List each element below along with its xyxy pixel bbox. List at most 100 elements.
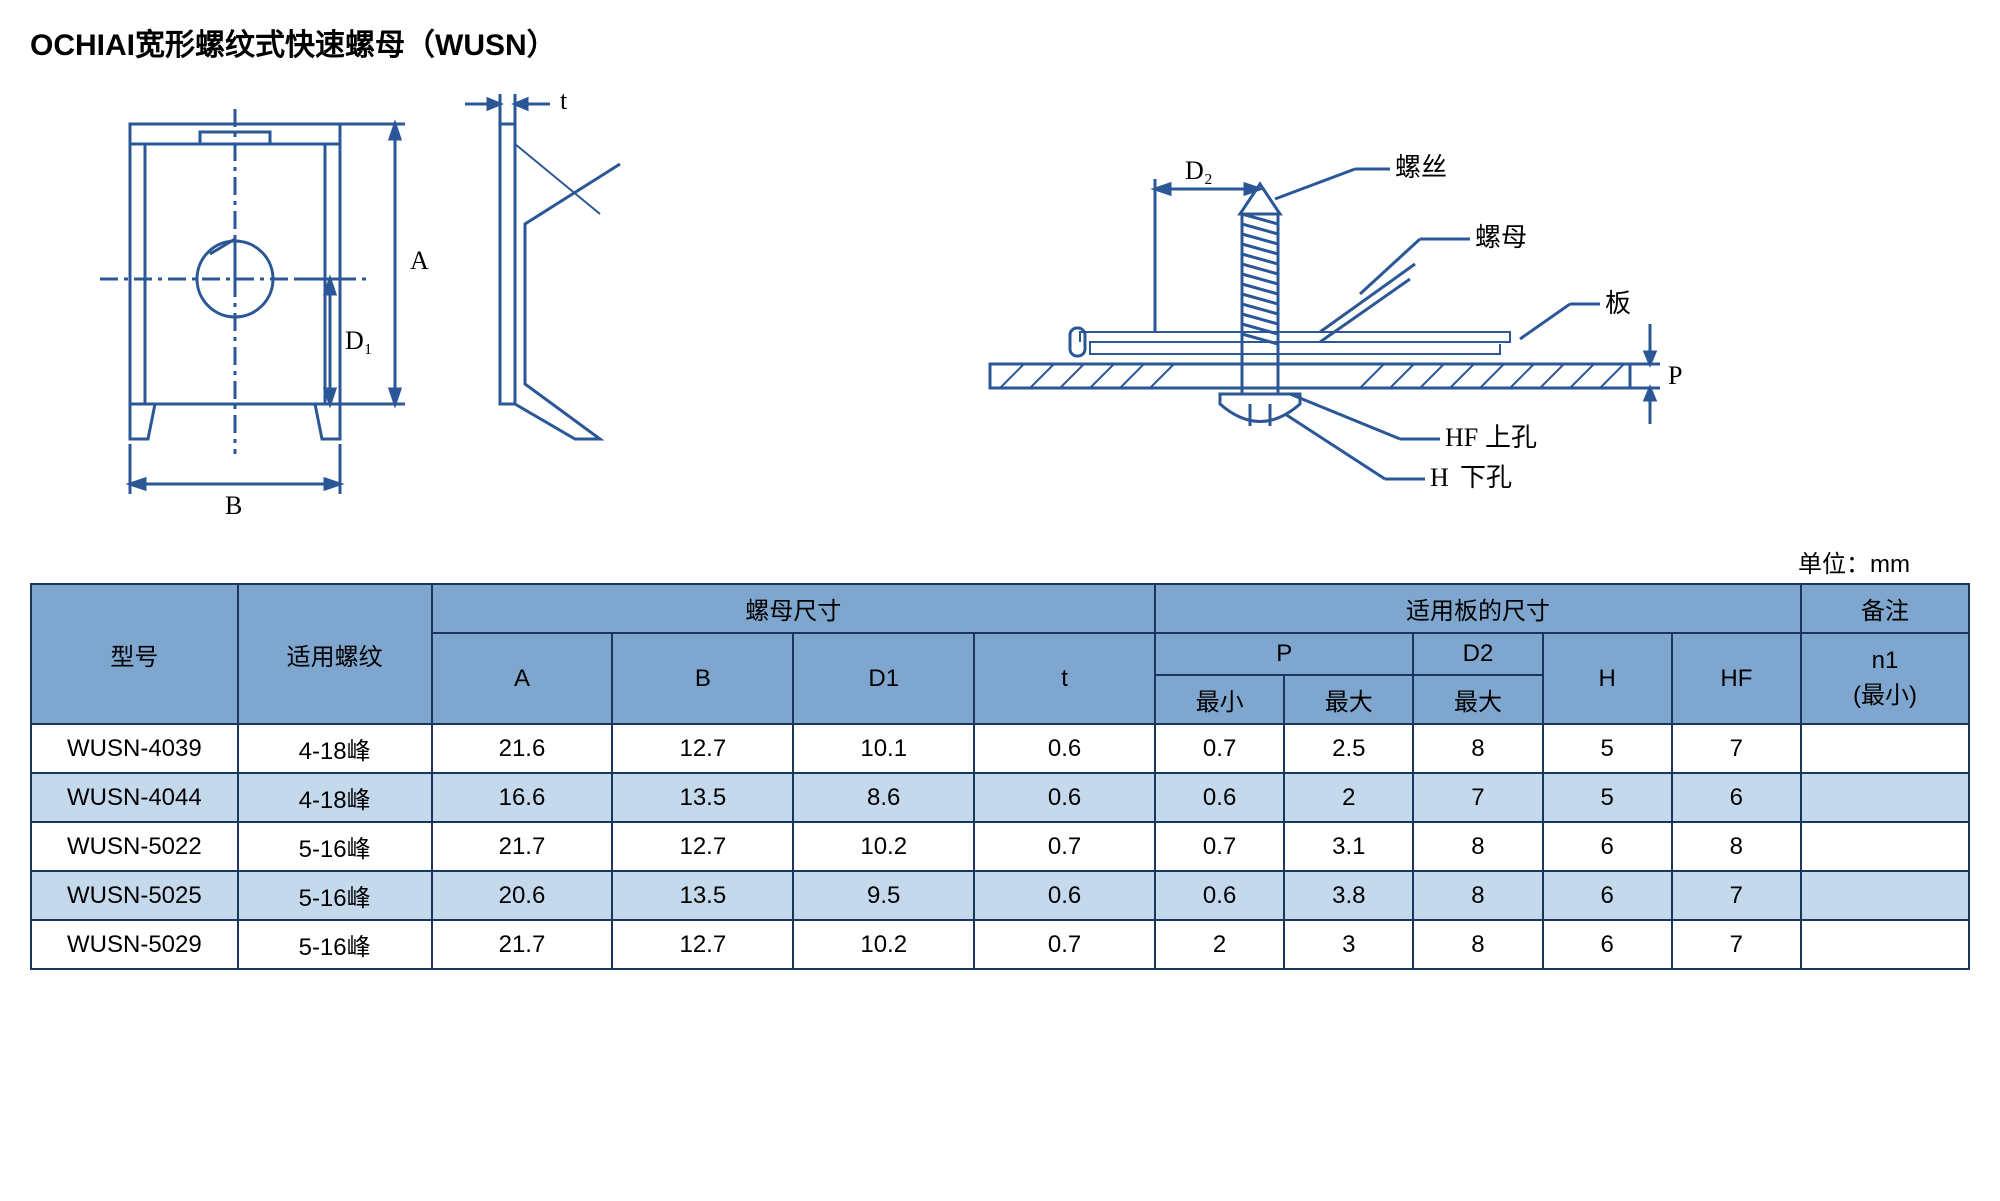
cell-B: 13.5 [612,871,793,920]
cell-H: 5 [1543,724,1672,773]
cell-B: 12.7 [612,724,793,773]
cell-t: 0.6 [974,773,1155,822]
cell-Pmax: 3.1 [1284,822,1413,871]
cell-Pmax: 2.5 [1284,724,1413,773]
cell-A: 21.6 [432,724,613,773]
th-HF: HF [1672,633,1801,724]
table-row: WUSN-4044 4-18峰 16.6 13.5 8.6 0.6 0.6 2 … [31,773,1969,822]
label-lower-hole: 下孔 [1460,463,1512,492]
label-B: B [225,491,242,520]
cell-B: 12.7 [612,920,793,969]
cell-Pmin: 0.7 [1155,724,1284,773]
th-plate-size: 适用板的尺寸 [1155,584,1801,633]
cell-D1: 9.5 [793,871,974,920]
cell-model: WUSN-4039 [31,724,238,773]
cell-HF: 7 [1672,920,1801,969]
cell-HF: 7 [1672,871,1801,920]
th-remark: 备注 [1801,584,1969,633]
cell-HF: 6 [1672,773,1801,822]
label-D2: D₂ [1185,156,1213,185]
table-row: WUSN-5029 5-16峰 21.7 12.7 10.2 0.7 2 3 8… [31,920,1969,969]
cell-D1: 10.2 [793,822,974,871]
th-thread: 适用螺纹 [238,584,432,724]
cell-D2max: 7 [1413,773,1542,822]
cell-D1: 10.2 [793,920,974,969]
label-HF: HF [1445,423,1478,452]
cell-A: 20.6 [432,871,613,920]
table-row: WUSN-4039 4-18峰 21.6 12.7 10.1 0.6 0.7 2… [31,724,1969,773]
cell-model: WUSN-5022 [31,822,238,871]
label-nut: 螺母 [1475,223,1527,252]
th-t: t [974,633,1155,724]
th-D2max: 最大 [1413,675,1542,724]
cell-n1 [1801,920,1969,969]
cell-model: WUSN-5025 [31,871,238,920]
cell-H: 6 [1543,822,1672,871]
cell-HF: 8 [1672,822,1801,871]
cell-t: 0.7 [974,920,1155,969]
right-diagram: D₂ 螺丝 螺母 板 P HF 上孔 H 下孔 [960,84,1700,524]
th-nut-size: 螺母尺寸 [432,584,1156,633]
cell-A: 21.7 [432,822,613,871]
th-Pmin: 最小 [1155,675,1284,724]
cell-thread: 4-18峰 [238,773,432,822]
cell-D1: 10.1 [793,724,974,773]
cell-H: 6 [1543,920,1672,969]
cell-Pmin: 0.6 [1155,871,1284,920]
th-B: B [612,633,793,724]
cell-model: WUSN-4044 [31,773,238,822]
unit-label: 单位：mm [30,544,1970,579]
th-model: 型号 [31,584,238,724]
cell-Pmin: 2 [1155,920,1284,969]
cell-thread: 5-16峰 [238,920,432,969]
cell-D1: 8.6 [793,773,974,822]
cell-n1 [1801,724,1969,773]
cell-H: 6 [1543,871,1672,920]
cell-B: 13.5 [612,773,793,822]
cell-t: 0.6 [974,724,1155,773]
cell-Pmax: 3.8 [1284,871,1413,920]
cell-B: 12.7 [612,822,793,871]
cell-HF: 7 [1672,724,1801,773]
table-row: WUSN-5025 5-16峰 20.6 13.5 9.5 0.6 0.6 3.… [31,871,1969,920]
cell-n1 [1801,871,1969,920]
cell-H: 5 [1543,773,1672,822]
th-n1: n1(最小) [1801,633,1969,724]
cell-thread: 4-18峰 [238,724,432,773]
cell-D2max: 8 [1413,871,1542,920]
diagrams-container: A D₁ B t [30,84,1970,524]
cell-A: 16.6 [432,773,613,822]
label-screw: 螺丝 [1395,153,1447,182]
th-Pmax: 最大 [1284,675,1413,724]
cell-D2max: 8 [1413,920,1542,969]
th-D1: D1 [793,633,974,724]
label-A: A [410,246,429,275]
label-t: t [560,86,568,115]
label-H: H [1430,463,1449,492]
cell-t: 0.7 [974,822,1155,871]
spec-table: 型号 适用螺纹 螺母尺寸 适用板的尺寸 备注 A B D1 t P D2 H H… [30,583,1970,970]
th-A: A [432,633,613,724]
label-D1: D₁ [345,326,373,355]
cell-Pmin: 0.6 [1155,773,1284,822]
cell-D2max: 8 [1413,724,1542,773]
cell-thread: 5-16峰 [238,822,432,871]
th-D2: D2 [1413,633,1542,675]
cell-model: WUSN-5029 [31,920,238,969]
cell-n1 [1801,773,1969,822]
cell-A: 21.7 [432,920,613,969]
cell-Pmax: 3 [1284,920,1413,969]
table-body: WUSN-4039 4-18峰 21.6 12.7 10.1 0.6 0.7 2… [31,724,1969,969]
cell-Pmin: 0.7 [1155,822,1284,871]
page-title: OCHIAI宽形螺纹式快速螺母（WUSN） [30,20,1970,64]
th-H: H [1543,633,1672,724]
cell-D2max: 8 [1413,822,1542,871]
cell-n1 [1801,822,1969,871]
table-row: WUSN-5022 5-16峰 21.7 12.7 10.2 0.7 0.7 3… [31,822,1969,871]
cell-Pmax: 2 [1284,773,1413,822]
cell-t: 0.6 [974,871,1155,920]
left-diagram: A D₁ B t [70,84,700,524]
th-P: P [1155,633,1413,675]
cell-thread: 5-16峰 [238,871,432,920]
label-P: P [1668,361,1682,390]
